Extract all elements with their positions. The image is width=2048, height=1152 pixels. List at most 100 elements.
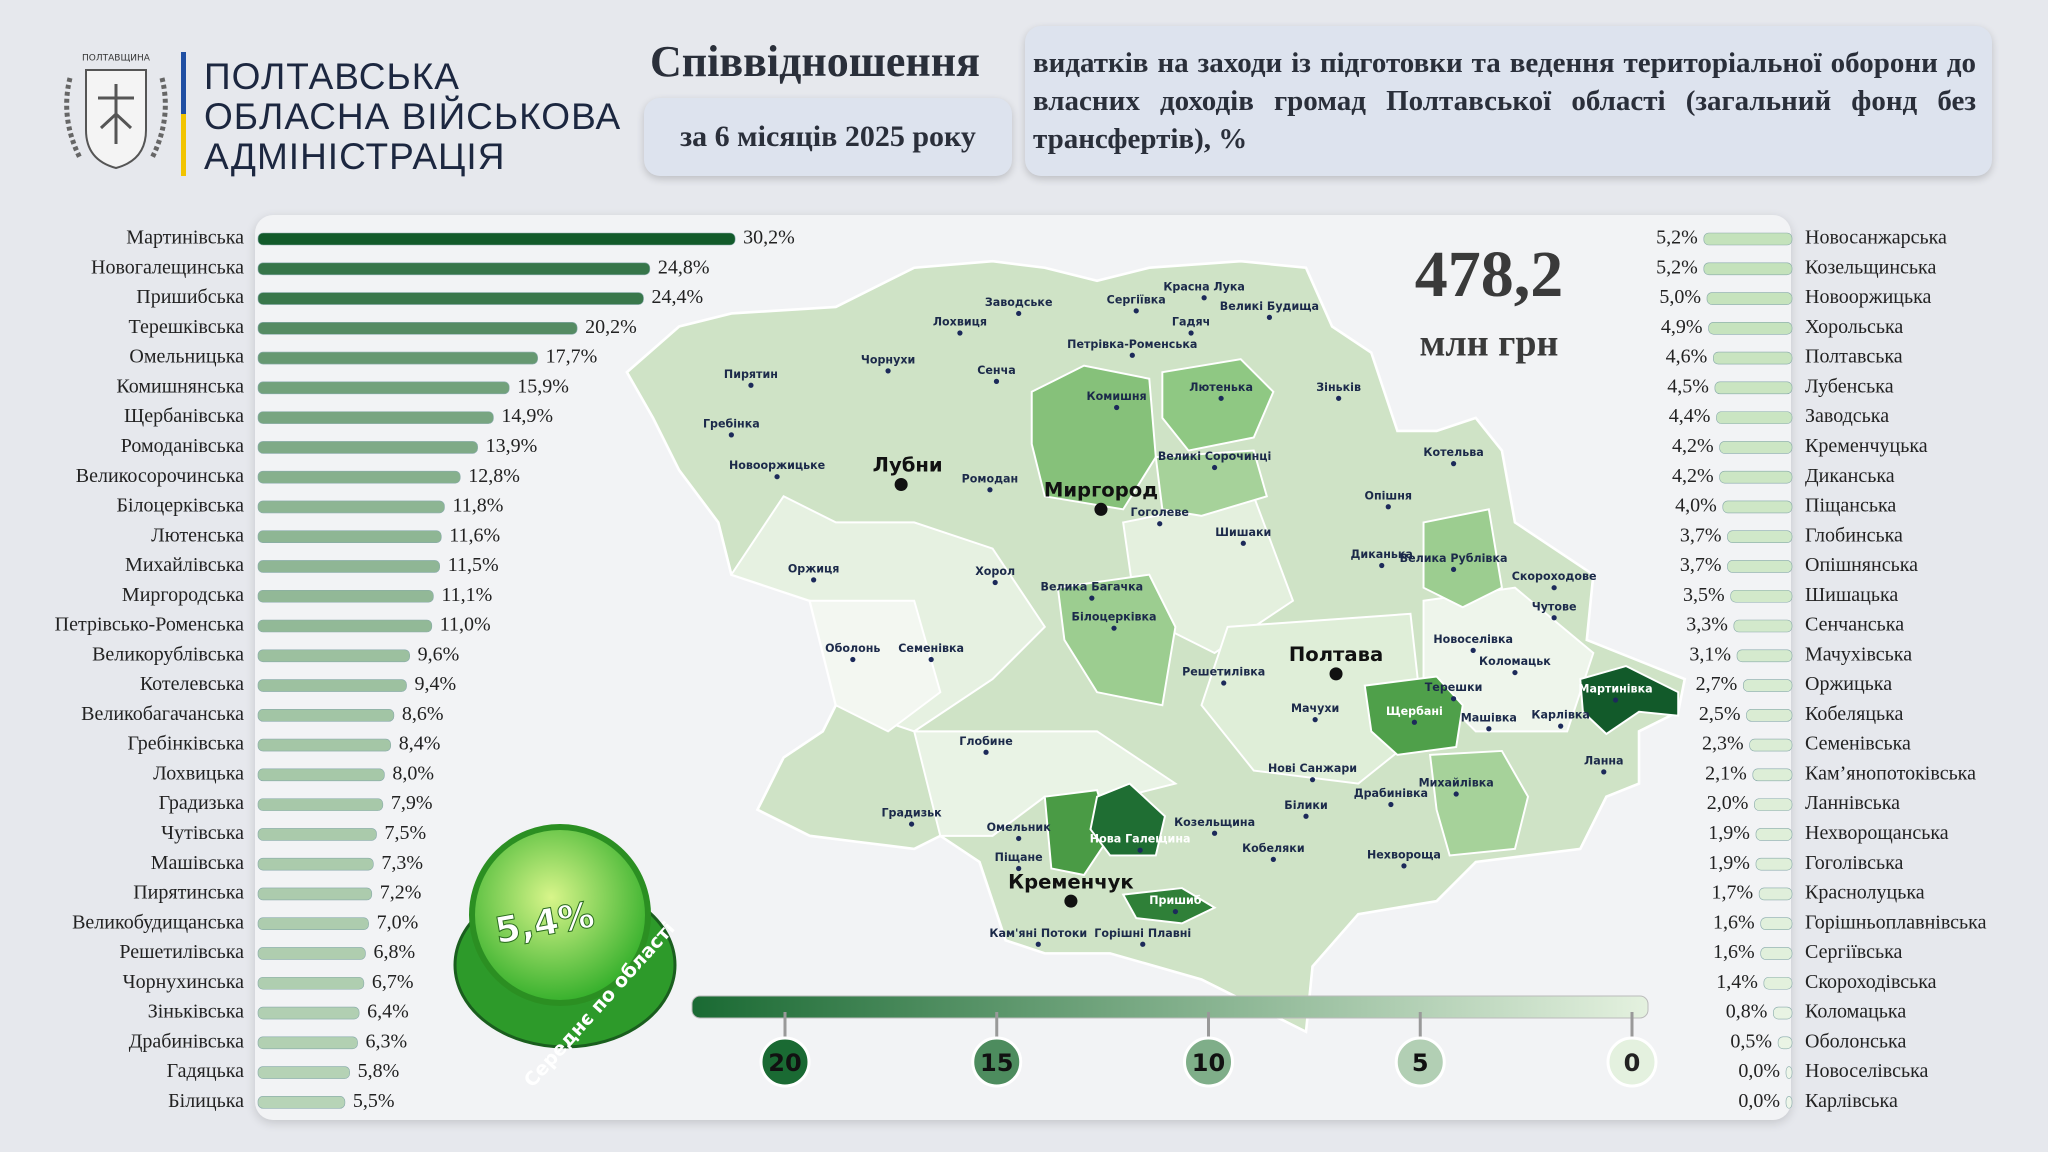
- value-label: 24,8%: [658, 256, 710, 278]
- category-label: Чутівська: [161, 822, 244, 844]
- place-label: Лютенька: [1189, 381, 1253, 394]
- city-dot: [894, 477, 908, 492]
- category-label: Зіньківська: [148, 1001, 244, 1023]
- value-label: 4,5%: [1667, 375, 1709, 397]
- bar: [257, 530, 442, 544]
- place-label: Новооржицьке: [729, 459, 825, 472]
- city-label: Кременчук: [1008, 870, 1134, 893]
- place-dot: [1453, 791, 1459, 797]
- place-label: Білики: [1284, 799, 1327, 812]
- place-label: Піщане: [995, 851, 1043, 864]
- bar: [1727, 530, 1793, 544]
- value-label: 17,7%: [546, 346, 598, 368]
- bar: [257, 679, 407, 692]
- place-label: Петрівка-Роменська: [1067, 338, 1197, 351]
- bar: [257, 1006, 360, 1020]
- value-label: 2,5%: [1699, 703, 1741, 725]
- category-label: Пришибська: [136, 286, 244, 308]
- value-label: 13,9%: [486, 435, 538, 457]
- place-label: Кам'яні Потоки: [989, 927, 1087, 940]
- bar: [257, 262, 651, 276]
- category-label: Козельщинська: [1805, 256, 1936, 278]
- bar: [1719, 441, 1793, 454]
- place-label: Чутове: [1532, 600, 1577, 613]
- category-label: Горішньоплавнівська: [1805, 911, 1987, 933]
- value-label: 0,0%: [1738, 1060, 1780, 1082]
- category-label: Машівська: [151, 852, 244, 874]
- district: [1030, 364, 1157, 511]
- bar: [1703, 262, 1793, 276]
- bar: [1719, 470, 1793, 484]
- place-dot: [1551, 585, 1557, 591]
- place-label: Мачухи: [1291, 702, 1339, 715]
- value-label: 30,2%: [743, 227, 795, 249]
- place-dot: [811, 577, 817, 583]
- value-label: 11,6%: [449, 524, 500, 546]
- place-label: Нехвороща: [1367, 848, 1441, 861]
- category-label: Великобудищанська: [72, 911, 244, 933]
- category-label: Великобагачанська: [81, 703, 244, 725]
- bar: [1773, 1006, 1793, 1020]
- value-label: 5,2%: [1656, 227, 1698, 249]
- value-label: 2,0%: [1707, 792, 1749, 814]
- category-label: Градизька: [159, 792, 244, 814]
- place-label: Горішні Плавні: [1094, 927, 1191, 940]
- value-label: 2,7%: [1696, 673, 1738, 695]
- period: за 6 місяців 2025 року: [644, 98, 1012, 176]
- place-label: Кобеляки: [1242, 842, 1305, 855]
- bar: [1746, 709, 1793, 722]
- city-dot: [1094, 502, 1108, 516]
- bar: [257, 947, 366, 960]
- district: [1428, 749, 1530, 857]
- average-disc: [469, 824, 651, 1006]
- category-label: Полтавська: [1805, 346, 1903, 368]
- place-label: Опішня: [1365, 489, 1412, 502]
- category-label: Великорублівська: [92, 643, 244, 665]
- district: [1154, 449, 1269, 517]
- place-dot: [1411, 719, 1418, 725]
- scale-tick-label: 10: [1192, 1049, 1225, 1077]
- bar: [257, 560, 440, 573]
- category-label: Сергіївська: [1805, 941, 1903, 963]
- emblem-symbol: [98, 84, 134, 144]
- district: [1200, 612, 1425, 785]
- bar: [1727, 560, 1793, 573]
- value-label: 3,5%: [1683, 584, 1725, 606]
- bar: [1752, 768, 1793, 782]
- place-dot: [1140, 941, 1146, 947]
- value-label: 4,9%: [1661, 316, 1703, 338]
- place-dot: [1379, 562, 1385, 569]
- place-label: Семенівка: [898, 642, 964, 655]
- bar: [257, 857, 374, 871]
- category-label: Карлівська: [1805, 1090, 1898, 1112]
- bar: [1730, 589, 1793, 603]
- value-label: 1,6%: [1713, 941, 1755, 963]
- map: Красна Лука Заводське Сергіївка Гадяч Великі…: [625, 259, 1687, 1034]
- place-label: Скороходове: [1512, 570, 1597, 583]
- bar: [257, 470, 461, 484]
- place-label: Машівка: [1461, 711, 1517, 724]
- place-dot: [1486, 726, 1492, 732]
- district: [1422, 508, 1503, 609]
- total-unit: млн грн: [1420, 323, 1559, 365]
- place-dot: [987, 487, 993, 493]
- place-label: Козельщина: [1174, 816, 1255, 829]
- place-dot: [1612, 697, 1619, 703]
- place-label: Велика Багачка: [1041, 581, 1144, 594]
- place-label: Пирятин: [724, 368, 778, 381]
- value-label: 6,7%: [372, 971, 414, 993]
- bar: [1785, 1066, 1793, 1079]
- category-label: Великосорочинська: [76, 465, 244, 487]
- category-label: Глобинська: [1805, 524, 1903, 546]
- value-label: 1,6%: [1713, 911, 1755, 933]
- category-label: Гоголівська: [1805, 852, 1904, 874]
- category-label: Оболонська: [1805, 1030, 1906, 1052]
- category-label: Драбинівська: [129, 1030, 244, 1052]
- place-label: Новоселівка: [1433, 633, 1513, 646]
- value-label: 9,6%: [418, 643, 460, 665]
- value-label: 7,3%: [381, 852, 423, 874]
- total-value: 478,2: [1415, 238, 1564, 311]
- place-dot: [1111, 625, 1117, 631]
- category-label: Коломацька: [1805, 1001, 1906, 1023]
- value-label: 1,4%: [1716, 971, 1758, 993]
